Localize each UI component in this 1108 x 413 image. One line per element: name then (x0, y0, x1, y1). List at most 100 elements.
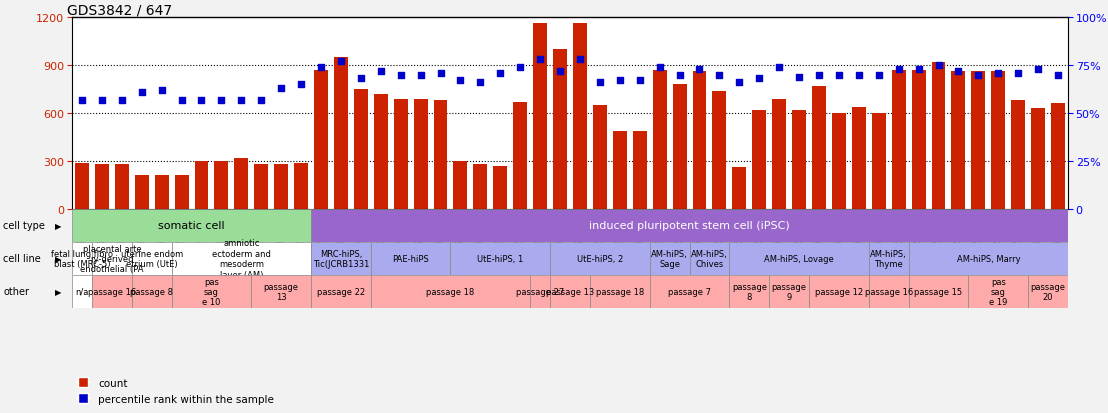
Text: AM-hiPS,
Thyme: AM-hiPS, Thyme (871, 249, 907, 268)
Text: GDS3842 / 647: GDS3842 / 647 (66, 4, 172, 18)
Point (233, 97, 250, 104)
Bar (172, 242, 311, 275)
Bar (752, 111, 767, 209)
Point (850, 72, 868, 79)
Bar (155, 175, 168, 209)
Text: passage
8: passage 8 (731, 282, 767, 301)
Bar (772, 100, 787, 209)
Text: passage
9: passage 9 (771, 282, 807, 301)
Point (770, 64, 788, 71)
Bar (852, 107, 865, 209)
Bar (968, 275, 1028, 308)
Point (332, 59, 350, 65)
Point (452, 78, 470, 85)
Text: ▶: ▶ (55, 254, 62, 263)
Bar (132, 242, 172, 275)
Point (790, 74, 808, 81)
Bar (872, 114, 885, 209)
Bar (832, 114, 845, 209)
Bar (413, 100, 428, 209)
Text: AM-hiPS,
Sage: AM-hiPS, Sage (652, 249, 688, 268)
Bar (649, 242, 689, 275)
Bar (653, 71, 667, 209)
Text: ▶: ▶ (55, 221, 62, 230)
Bar (729, 242, 869, 275)
Text: ▶: ▶ (55, 287, 62, 296)
Bar (972, 72, 985, 209)
Text: passage 18: passage 18 (596, 287, 644, 296)
Bar (932, 63, 945, 209)
Text: passage 22: passage 22 (317, 287, 365, 296)
Point (950, 68, 967, 75)
Bar (513, 102, 527, 209)
Bar (550, 275, 589, 308)
Bar (689, 242, 729, 275)
Point (352, 76, 370, 83)
Text: MRC-hiPS,
Tic(JCRB1331: MRC-hiPS, Tic(JCRB1331 (312, 249, 369, 268)
Bar (311, 275, 371, 308)
Bar (95, 165, 109, 209)
Text: UtE-hiPS, 1: UtE-hiPS, 1 (478, 254, 523, 263)
Point (690, 66, 708, 73)
Text: AM-hiPS,
Chives: AM-hiPS, Chives (691, 249, 728, 268)
Point (193, 97, 211, 104)
Point (113, 97, 131, 104)
Bar (473, 165, 488, 209)
Bar (72, 209, 311, 242)
Bar (451, 242, 550, 275)
Point (273, 85, 290, 92)
Bar (135, 175, 148, 209)
Point (1029, 66, 1047, 73)
Bar (593, 106, 607, 209)
Bar (195, 161, 208, 209)
Text: other: other (3, 287, 29, 297)
Bar (809, 275, 869, 308)
Bar (769, 275, 809, 308)
Bar (613, 131, 627, 209)
Legend: count, percentile rank within the sample: count, percentile rank within the sample (78, 379, 274, 404)
Point (312, 64, 330, 71)
Bar (1028, 275, 1068, 308)
Text: n/a: n/a (75, 287, 89, 296)
Point (1049, 72, 1067, 79)
Text: passage 18: passage 18 (427, 287, 474, 296)
Bar (732, 168, 747, 209)
Point (730, 80, 748, 86)
Point (830, 72, 848, 79)
Bar (72, 242, 92, 275)
Text: passage 27: passage 27 (516, 287, 564, 296)
Bar (692, 72, 707, 209)
Text: placental arte
ry-derived
endothelial (PA: placental arte ry-derived endothelial (P… (80, 244, 144, 274)
Text: passage 12: passage 12 (814, 287, 863, 296)
Point (412, 72, 430, 79)
Text: PAE-hiPS: PAE-hiPS (392, 254, 429, 263)
Bar (294, 164, 308, 209)
Point (253, 97, 270, 104)
Text: passage 13: passage 13 (546, 287, 594, 296)
Point (153, 88, 171, 94)
Point (591, 80, 608, 86)
Bar (334, 58, 348, 209)
Bar (274, 165, 288, 209)
Bar (92, 242, 132, 275)
Point (372, 68, 390, 75)
Bar (132, 275, 172, 308)
Bar (1012, 101, 1025, 209)
Text: amniotic
ectoderm and
mesoderm
layer (AM): amniotic ectoderm and mesoderm layer (AM… (212, 239, 270, 279)
Text: passage
13: passage 13 (264, 282, 299, 301)
Bar (573, 24, 587, 209)
Point (73, 97, 91, 104)
Bar (633, 131, 647, 209)
Bar (175, 176, 188, 209)
Bar (371, 275, 530, 308)
Point (511, 64, 529, 71)
Point (930, 62, 947, 69)
Bar (172, 275, 252, 308)
Bar (729, 275, 769, 308)
Bar (530, 275, 550, 308)
Point (1009, 70, 1027, 77)
Bar (952, 72, 965, 209)
Point (910, 66, 927, 73)
Point (870, 72, 888, 79)
Bar (792, 111, 806, 209)
